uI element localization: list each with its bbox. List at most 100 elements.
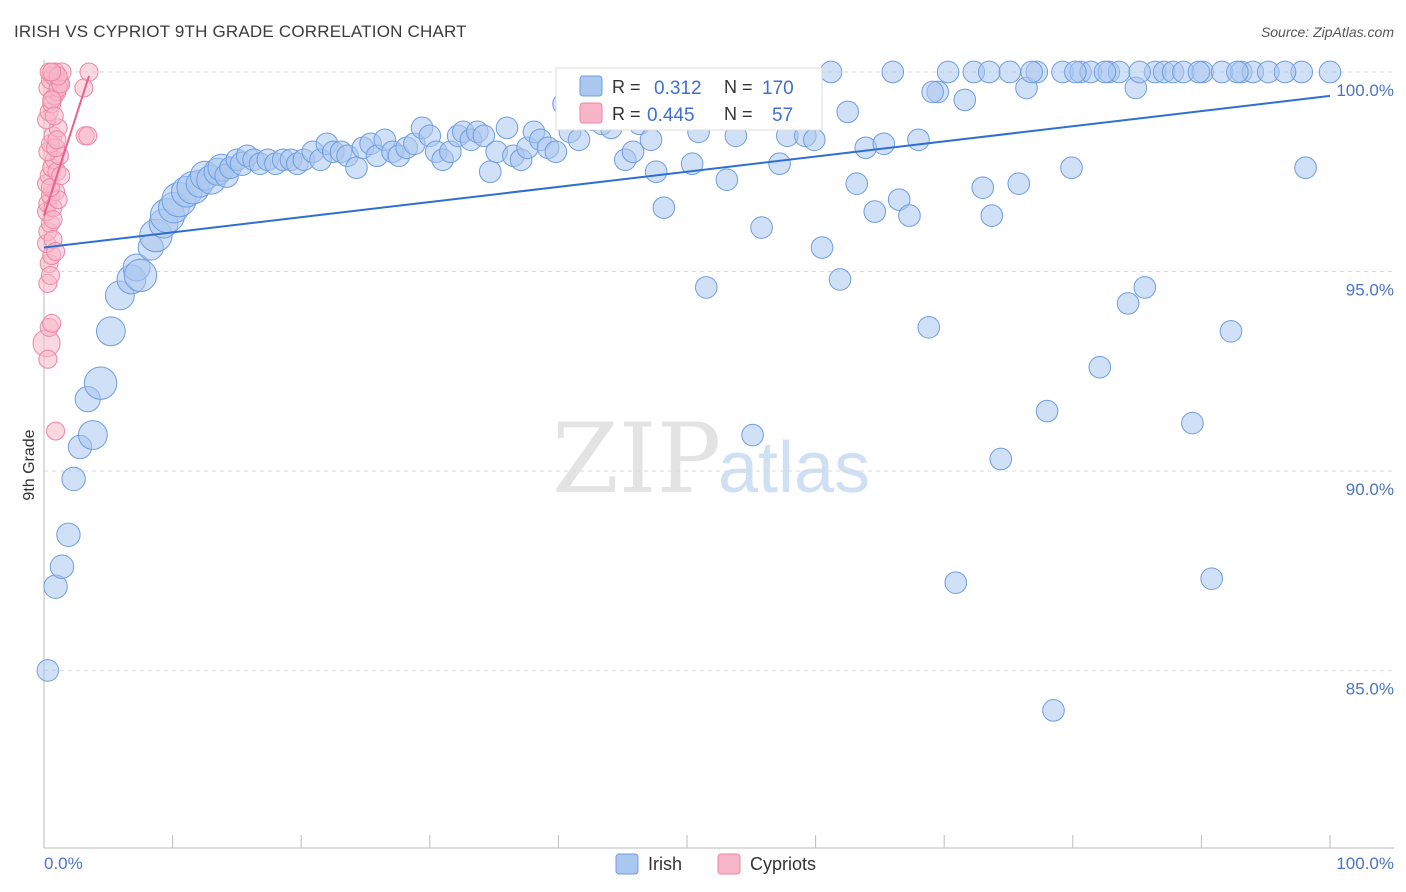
cypriots-point-43 — [42, 90, 62, 110]
stats-box: R = 0.312 N = 170 R = 0.445 N = 57 — [555, 67, 823, 131]
irish-point-107 — [819, 60, 843, 84]
cypriots-point-3 — [42, 313, 62, 333]
trendlines — [43, 75, 1331, 249]
irish-point-105 — [803, 128, 826, 152]
irish-point-46 — [345, 156, 368, 180]
watermark-zip: ZIP — [552, 403, 721, 515]
irish-point-156 — [1318, 60, 1342, 84]
irish-point-64 — [472, 124, 496, 148]
irish-point-117 — [907, 128, 930, 152]
irish-point-142 — [1133, 276, 1157, 299]
irish-point-98 — [741, 423, 764, 447]
cypriots-trendline — [43, 75, 90, 216]
irish-point-118 — [917, 316, 941, 339]
irish-point-74 — [544, 140, 568, 164]
irish-point-106 — [810, 236, 834, 259]
irish-point-116 — [898, 204, 921, 227]
cypriots-point-49 — [79, 62, 99, 82]
irish-point-162 — [1093, 60, 1117, 84]
irish-point-165 — [977, 60, 1001, 84]
cypriots-point-56 — [42, 62, 62, 82]
y-tick-label-0: 100.0% — [1336, 81, 1394, 100]
cypriots-r-label: R = — [612, 104, 641, 124]
irish-n-label: N = — [724, 77, 753, 97]
irish-point-9 — [95, 316, 126, 347]
irish-point-163 — [1064, 60, 1087, 84]
y-tick-label-3: 85.0% — [1346, 679, 1394, 698]
irish-series — [36, 60, 1342, 722]
irish-point-13 — [123, 258, 158, 293]
cypriots-series — [32, 62, 99, 441]
irish-point-93 — [694, 276, 718, 299]
irish-point-86 — [639, 128, 663, 152]
irish-point-88 — [652, 196, 676, 219]
legend-cypriots-swatch — [717, 853, 741, 875]
irish-point-166 — [921, 80, 944, 104]
irish-point-115 — [887, 188, 911, 211]
irish-point-147 — [1181, 411, 1204, 435]
irish-point-140 — [1116, 292, 1140, 315]
irish-point-125 — [980, 204, 1004, 227]
irish-point-131 — [1035, 399, 1059, 423]
irish-point-127 — [998, 60, 1022, 84]
irish-point-65 — [478, 160, 502, 184]
cypriots-point-45 — [47, 130, 67, 150]
irish-point-164 — [1020, 60, 1043, 84]
y-axis-label: 9th Grade — [21, 429, 38, 500]
legend: Irish Cypriots — [615, 853, 816, 875]
irish-point-2 — [49, 554, 75, 579]
cypriots-point-47 — [78, 126, 98, 146]
irish-point-112 — [863, 200, 887, 223]
irish-point-87 — [644, 160, 668, 184]
cypriots-stats-swatch — [579, 102, 603, 124]
watermark-atlas: atlas — [718, 428, 870, 508]
irish-point-99 — [750, 216, 773, 239]
irish-point-151 — [1219, 320, 1243, 343]
irish-point-3 — [56, 522, 81, 547]
irish-point-120 — [936, 60, 960, 84]
cypriots-n-label: N = — [724, 104, 753, 124]
irish-point-8 — [83, 366, 118, 400]
irish-point-114 — [881, 60, 905, 84]
cypriots-n-value: 57 — [772, 105, 793, 126]
irish-r-label: R = — [612, 77, 641, 97]
irish-point-159 — [1187, 60, 1211, 84]
irish-point-160 — [1226, 60, 1249, 84]
irish-point-134 — [1060, 156, 1083, 180]
legend-irish-swatch — [615, 853, 639, 875]
irish-point-0 — [36, 659, 60, 682]
legend-irish-label: Irish — [648, 854, 682, 874]
irish-point-109 — [836, 100, 860, 124]
cypriots-point-50 — [46, 421, 66, 441]
x-tick-label-0: 0.0% — [44, 854, 83, 873]
y-tick-label-1: 95.0% — [1346, 280, 1394, 299]
chart-title: IRISH VS CYPRIOT 9TH GRADE CORRELATION C… — [14, 22, 467, 41]
irish-point-113 — [872, 132, 896, 156]
cypriots-point-1 — [38, 349, 58, 369]
watermark: ZIP atlas — [552, 403, 870, 515]
y-tick-labels: 100.0% 95.0% 90.0% 85.0% — [1336, 81, 1394, 698]
irish-point-95 — [715, 168, 739, 191]
irish-point-101 — [768, 152, 791, 176]
cypriots-point-44 — [44, 106, 64, 126]
cypriots-r-value: 0.445 — [647, 105, 695, 126]
cypriots-point-6 — [40, 265, 60, 285]
irish-point-84 — [621, 140, 645, 164]
irish-point-124 — [971, 176, 995, 199]
irish-point-137 — [1088, 355, 1112, 379]
irish-point-91 — [680, 152, 704, 176]
irish-point-110 — [845, 172, 869, 195]
irish-r-value: 0.312 — [654, 78, 702, 99]
legend-cypriots-label: Cypriots — [750, 854, 816, 874]
irish-n-value: 170 — [762, 78, 794, 99]
irish-point-149 — [1200, 567, 1223, 590]
y-tick-label-2: 90.0% — [1346, 480, 1394, 499]
irish-point-4 — [61, 466, 86, 492]
irish-point-132 — [1042, 699, 1065, 722]
cypriots-point-52 — [43, 210, 63, 230]
irish-point-7 — [77, 420, 108, 450]
irish-point-108 — [828, 268, 852, 291]
irish-point-128 — [1007, 172, 1031, 195]
irish-trendline — [43, 94, 1331, 249]
